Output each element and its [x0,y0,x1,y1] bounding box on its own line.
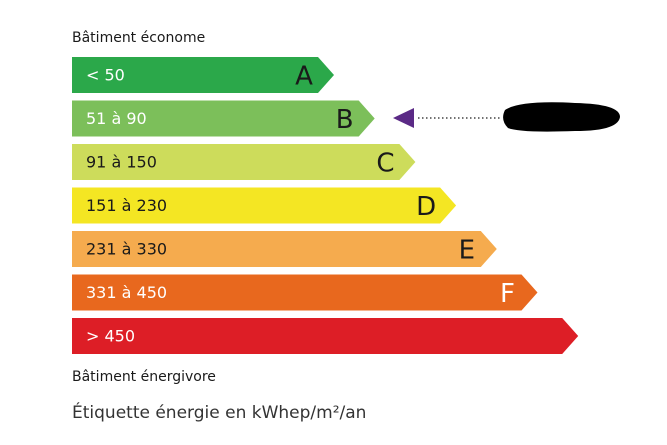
band-letter: C [376,149,394,179]
band [72,274,538,311]
caption: Étiquette énergie en kWhep/m²/an [72,401,366,423]
band-letter: A [295,62,313,92]
band-range: < 50 [86,66,125,85]
band-letter: F [500,279,515,309]
band-letter: D [416,192,436,222]
band-letter: E [459,236,475,266]
band [72,231,497,267]
band [72,144,416,180]
band [72,187,457,224]
redacted [503,102,620,132]
marker-arrow [393,108,414,128]
band-range: 331 à 450 [86,283,167,302]
band-letter: B [336,105,354,135]
band [72,100,375,137]
band-range: 91 à 150 [86,153,157,172]
band-range: 151 à 230 [86,196,167,215]
band-range: 231 à 330 [86,240,167,259]
band-range: 51 à 90 [86,109,147,128]
footer: Bâtiment énergivore [72,369,216,385]
header: Bâtiment économe [72,30,205,46]
band [72,318,579,354]
band [72,57,334,93]
band-range: > 450 [86,327,135,346]
